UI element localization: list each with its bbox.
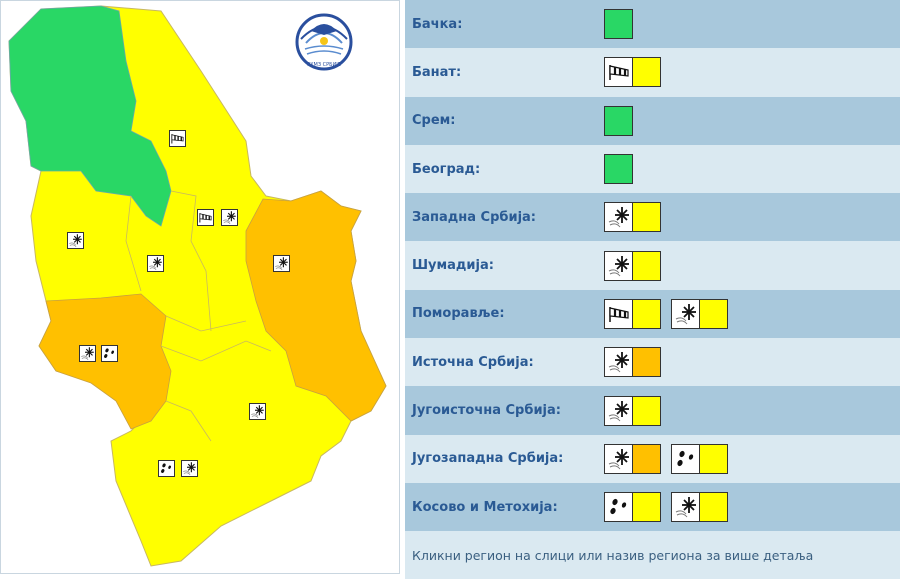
map-wind-icon[interactable]	[197, 209, 214, 226]
warning-badge[interactable]	[671, 492, 728, 523]
region-link[interactable]: Београд:	[412, 161, 481, 177]
warning-level-yellow	[633, 299, 660, 328]
warning-list	[604, 202, 661, 233]
warning-map: РХМЗ СРБИЈЕ	[0, 0, 400, 574]
snow-icon	[605, 203, 633, 232]
svg-text:РХМЗ СРБИЈЕ: РХМЗ СРБИЈЕ	[307, 62, 341, 68]
region-row[interactable]: Поморавље:	[405, 289, 900, 339]
region-link[interactable]: Шумадија:	[412, 258, 494, 274]
warning-level-yellow	[633, 58, 660, 87]
region-link[interactable]: Југоисточна Србија:	[412, 403, 561, 419]
warning-badge[interactable]	[604, 492, 661, 523]
warning-level-green	[604, 105, 633, 136]
map-region-backa-srem-beograd[interactable]	[8, 5, 172, 227]
warning-badge[interactable]	[671, 298, 728, 329]
warning-level-orange	[633, 444, 660, 473]
warning-level-yellow	[633, 493, 660, 522]
snow-icon	[605, 251, 633, 280]
region-row[interactable]: Срем:	[405, 96, 900, 145]
warning-badge[interactable]	[604, 57, 661, 88]
warning-list	[604, 9, 633, 40]
warning-level-yellow	[700, 493, 727, 522]
warning-badge[interactable]	[604, 443, 661, 474]
map-snow-icon[interactable]	[79, 345, 96, 362]
warning-level-yellow	[633, 396, 660, 425]
warning-badge[interactable]	[604, 347, 661, 378]
map-rain-icon[interactable]	[101, 345, 118, 362]
warning-list	[604, 154, 633, 185]
warning-badge[interactable]	[604, 202, 661, 233]
map-snow-icon[interactable]	[221, 209, 238, 226]
snow-icon	[605, 444, 633, 473]
warning-level-yellow	[633, 251, 660, 280]
warning-list	[604, 250, 661, 281]
warning-level-yellow	[700, 444, 727, 473]
map-snow-icon[interactable]	[249, 403, 266, 420]
snow-icon	[605, 396, 633, 425]
region-borders	[125, 190, 272, 442]
region-row[interactable]: Источна Србија:	[405, 338, 900, 387]
region-row[interactable]: Југозападна Србија:	[405, 434, 900, 483]
warning-list	[604, 443, 728, 474]
snow-icon	[605, 348, 633, 377]
serbia-map	[8, 5, 387, 567]
map-snow-icon[interactable]	[147, 255, 164, 272]
region-row[interactable]: Београд:	[405, 144, 900, 194]
region-link[interactable]: Западна Србија:	[412, 209, 537, 225]
warning-level-green	[604, 9, 633, 40]
region-link[interactable]: Косово и Метохија:	[412, 499, 558, 515]
warning-list	[604, 105, 633, 136]
warning-badge[interactable]	[604, 298, 661, 329]
map-snow-icon[interactable]	[67, 232, 84, 249]
region-link[interactable]: Поморавље:	[412, 306, 505, 322]
warning-list	[604, 298, 728, 329]
region-row[interactable]: Југоисточна Србија:	[405, 386, 900, 435]
warning-badge[interactable]	[604, 250, 661, 281]
region-warnings-table: Бачка: Банат: Срем: Београд: Западна Србија:…	[405, 0, 900, 579]
region-row[interactable]: Косово и Метохија:	[405, 482, 900, 532]
footer-text: Кликни регион на слици или назив региона…	[412, 547, 814, 563]
warning-list	[604, 347, 661, 378]
region-link[interactable]: Југозападна Србија:	[412, 451, 564, 467]
region-row[interactable]: Банат:	[405, 48, 900, 97]
region-row[interactable]: Шумадија:	[405, 241, 900, 290]
map-region-istocna-srbija[interactable]	[245, 190, 387, 422]
rain-icon	[672, 444, 700, 473]
region-row[interactable]: Западна Србија:	[405, 193, 900, 242]
wind-icon	[605, 299, 633, 328]
warning-list	[604, 492, 728, 523]
region-link[interactable]: Срем:	[412, 113, 456, 129]
region-link[interactable]: Банат:	[412, 64, 462, 80]
map-snow-icon[interactable]	[181, 460, 198, 477]
warning-level-yellow	[633, 203, 660, 232]
region-link[interactable]: Бачка:	[412, 16, 463, 32]
warning-level-yellow	[700, 299, 727, 328]
warning-list	[604, 57, 661, 88]
footer-hint: Кликни регион на слици или назив региона…	[405, 531, 900, 579]
snow-icon	[672, 493, 700, 522]
map-wind-icon[interactable]	[169, 130, 186, 147]
map-rain-icon[interactable]	[158, 460, 175, 477]
warning-level-orange	[633, 348, 660, 377]
region-row[interactable]: Бачка:	[405, 0, 900, 49]
snow-icon	[672, 299, 700, 328]
warning-level-green	[604, 154, 633, 185]
rhmz-logo: РХМЗ СРБИЈЕ	[293, 11, 355, 73]
warning-badge[interactable]	[671, 443, 728, 474]
rain-icon	[605, 493, 633, 522]
map-snow-icon[interactable]	[273, 255, 290, 272]
wind-icon	[605, 58, 633, 87]
region-link[interactable]: Источна Србија:	[412, 354, 534, 370]
warning-badge[interactable]	[604, 395, 661, 426]
warning-list	[604, 395, 661, 426]
